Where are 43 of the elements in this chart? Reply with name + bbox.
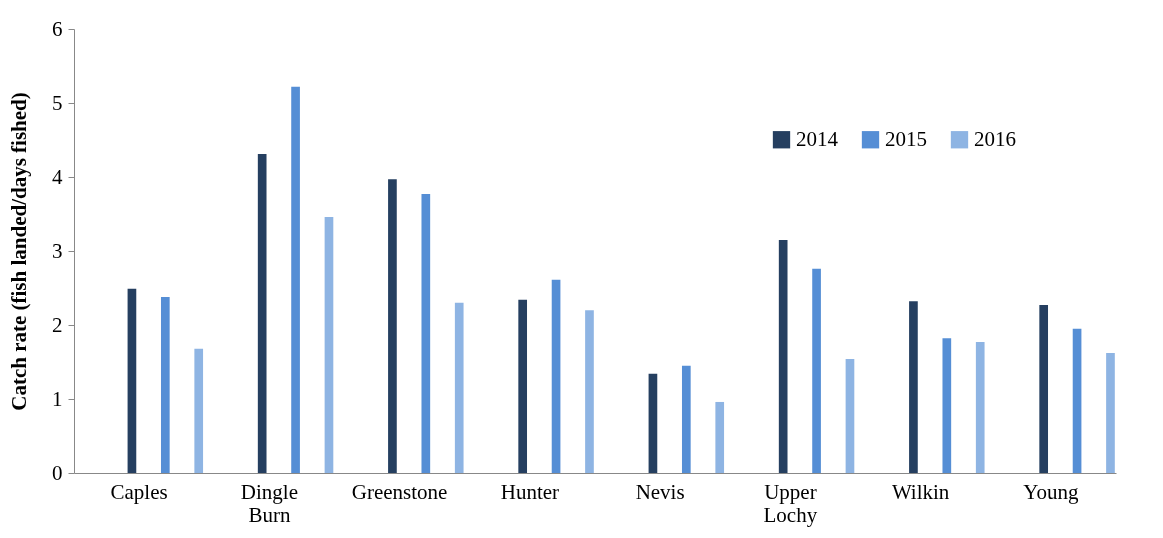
bar <box>388 179 397 473</box>
bar <box>454 302 464 473</box>
legend-label: 2015 <box>885 126 927 151</box>
legend-label: 2014 <box>796 126 839 151</box>
y-tick-label: 3 <box>52 238 63 263</box>
bar <box>942 338 952 473</box>
y-tick-label: 5 <box>52 90 63 115</box>
bar <box>518 299 528 473</box>
bar <box>975 342 985 473</box>
bar <box>1106 353 1115 473</box>
bar <box>648 373 658 473</box>
bar <box>194 348 204 473</box>
y-tick-label: 6 <box>52 16 63 41</box>
y-axis-title: Catch rate (fish landed/days fished) <box>7 92 31 411</box>
bar <box>681 365 691 473</box>
y-tick-label: 2 <box>52 312 63 337</box>
bar <box>257 154 267 473</box>
y-tick-label: 4 <box>52 164 63 189</box>
x-tick-label: Dingle Burn <box>240 479 298 527</box>
legend-label: 2016 <box>974 126 1016 151</box>
x-tick-label: Hunter <box>500 479 560 504</box>
bar <box>585 310 594 473</box>
bar <box>551 279 561 473</box>
bar <box>421 194 431 473</box>
x-tick-label: Upper Lochy <box>763 479 818 527</box>
bar <box>845 359 855 473</box>
bar <box>324 216 334 473</box>
bar <box>1072 328 1082 473</box>
bar <box>127 288 137 473</box>
x-tick-label: Caples <box>110 479 168 504</box>
x-tick-label: Greenstone <box>351 479 448 504</box>
bar <box>1039 305 1049 473</box>
bar <box>160 296 170 473</box>
bar <box>909 301 918 473</box>
y-tick-label: 0 <box>52 460 63 485</box>
x-tick-label: Young <box>1023 479 1079 504</box>
x-tick-label: Nevis <box>635 479 685 504</box>
y-tick-label: 1 <box>52 386 63 411</box>
bar <box>291 86 300 473</box>
bar <box>778 239 788 473</box>
x-tick-label: Wilkin <box>891 479 950 504</box>
bar <box>715 401 725 473</box>
bar <box>812 268 821 473</box>
